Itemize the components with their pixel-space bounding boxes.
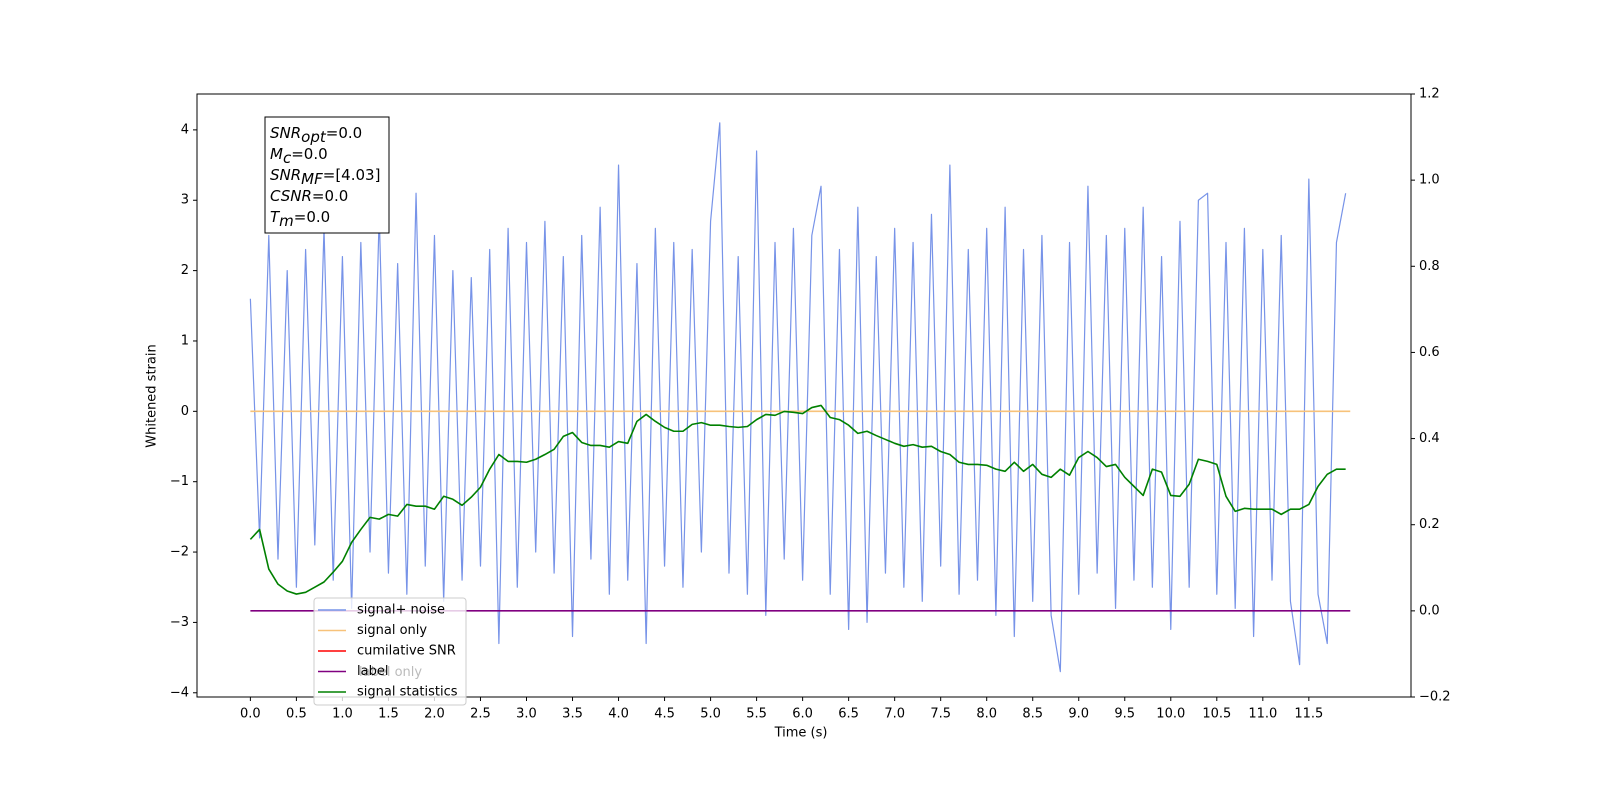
info-line: CSNR=0.0: [270, 187, 348, 205]
x-tick-label: 3.0: [516, 707, 537, 722]
info-sub: opt: [301, 128, 327, 146]
info-var: SNR: [270, 166, 301, 184]
x-tick-label: 11.0: [1248, 707, 1277, 722]
series-line: [249, 122, 1347, 673]
x-tick-label: 1.5: [378, 707, 399, 722]
info-var: T: [270, 208, 281, 226]
info-line: Tm=0.0: [270, 208, 330, 230]
x-tick-label: 5.5: [746, 707, 767, 722]
x-tick-label: 4.0: [608, 707, 629, 722]
x-tick-label: 3.5: [562, 707, 583, 722]
x-tick-label: 6.5: [838, 707, 859, 722]
y-tick-label: −1: [170, 474, 189, 489]
y2-tick-label: 0.6: [1419, 345, 1440, 360]
y2-tick-label: 0.8: [1419, 259, 1440, 274]
legend-label: signal only: [357, 623, 427, 638]
x-tick-label: 8.5: [1022, 707, 1043, 722]
x-tick-label: 6.0: [792, 707, 813, 722]
x-tick-label: 7.5: [930, 707, 951, 722]
y2-tick-label: 0.2: [1419, 517, 1440, 532]
legend: signal+ noise signal only cumilative SNR la…: [313, 597, 467, 706]
y-tick-label: −3: [170, 615, 189, 630]
info-line: SNRopt=0.0: [270, 124, 362, 146]
info-value: =0.0: [294, 208, 330, 226]
y2-tick-label: 0.4: [1419, 431, 1440, 446]
y2-tick-label: 1.0: [1419, 173, 1440, 188]
y-tick-label: −2: [170, 545, 189, 560]
series-line: [249, 404, 1346, 595]
info-value: =0.0: [312, 187, 348, 205]
y-tick-label: 2: [181, 263, 189, 278]
y2-tick-label: 0.0: [1419, 603, 1440, 618]
x-tick-label: 2.5: [470, 707, 491, 722]
x-axis-label: Time (s): [774, 726, 828, 741]
info-var: CSNR: [270, 187, 312, 205]
x-tick-label: 1.0: [332, 707, 353, 722]
x-tick-label: 0.5: [286, 707, 307, 722]
info-line: Mc=0.0: [270, 145, 328, 167]
y-tick-label: −4: [170, 685, 189, 700]
x-tick-label: 9.0: [1068, 707, 1089, 722]
info-value: =[4.03]: [323, 166, 381, 184]
info-var: SNR: [270, 124, 301, 142]
info-sub: c: [283, 149, 292, 167]
legend-ghost: label only: [359, 665, 422, 680]
y2-tick-label: 1.2: [1419, 87, 1440, 102]
y-tick-label: 0: [181, 404, 189, 419]
legend-label: cumilative SNR: [357, 644, 456, 659]
info-sub: MF: [301, 170, 323, 188]
legend-label: label: [357, 664, 388, 679]
x-tick-label: 9.5: [1114, 707, 1135, 722]
info-var: M: [270, 145, 283, 163]
axes-frame: [196, 93, 1412, 698]
y-axis-label: Whitened strain: [145, 344, 160, 447]
info-value: =0.0: [291, 145, 327, 163]
x-tick-label: 0.0: [240, 707, 261, 722]
legend-frame: [313, 597, 467, 706]
info-line: SNRMF=[4.03]: [270, 166, 380, 188]
info-box: SNRopt=0.0Mc=0.0SNRMF=[4.03]CSNR=0.0Tm=0…: [264, 116, 390, 234]
y-tick-label: 4: [181, 122, 189, 137]
x-tick-label: 11.5: [1294, 707, 1323, 722]
y-tick-label: 1: [181, 333, 189, 348]
x-tick-label: 5.0: [700, 707, 721, 722]
x-tick-label: 2.0: [424, 707, 445, 722]
legend-label: signal statistics: [357, 685, 458, 700]
x-tick-label: 7.0: [884, 707, 905, 722]
info-sub: m: [279, 212, 294, 230]
x-tick-label: 8.0: [976, 707, 997, 722]
y2-tick-label: −0.2: [1419, 690, 1451, 705]
x-tick-label: 10.0: [1156, 707, 1185, 722]
info-box-frame: [264, 116, 390, 234]
legend-label: signal+ noise: [357, 603, 445, 618]
x-tick-label: 4.5: [654, 707, 675, 722]
info-value: =0.0: [326, 124, 362, 142]
x-tick-label: 10.5: [1202, 707, 1231, 722]
y-tick-label: 3: [181, 193, 189, 208]
